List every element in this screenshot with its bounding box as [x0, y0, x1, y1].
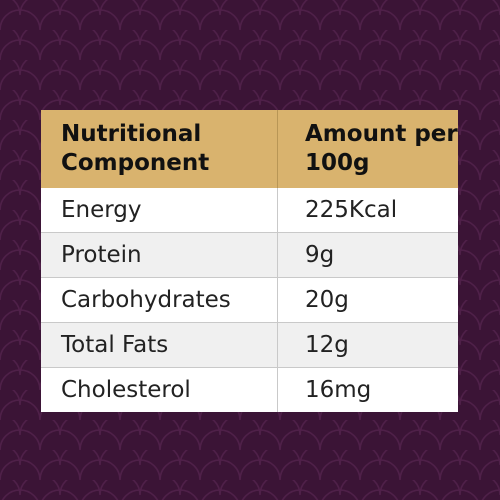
row-amount: 16mg — [277, 367, 458, 412]
table-row: Protein 9g — [41, 232, 458, 278]
header-amount-line2: 100g — [305, 150, 370, 176]
header-row: Nutritional Component Amount per 100g — [41, 110, 458, 188]
row-component: Cholesterol — [41, 367, 278, 412]
header-amount-line1: Amount per — [305, 121, 458, 147]
table-header: Nutritional Component Amount per 100g — [41, 110, 458, 188]
row-amount: 9g — [277, 232, 458, 278]
table-body: Energy 225Kcal Protein 9g Carbohydrates … — [41, 188, 458, 412]
table-row: Energy 225Kcal — [41, 188, 458, 233]
header-component-line2: Component — [61, 150, 210, 176]
row-component: Carbohydrates — [41, 277, 278, 323]
header-component-line1: Nutritional — [61, 121, 202, 147]
row-amount: 20g — [277, 277, 458, 323]
row-component: Protein — [41, 232, 278, 278]
table-row: Cholesterol 16mg — [41, 367, 458, 412]
row-amount: 225Kcal — [277, 188, 458, 233]
nutrition-table: Nutritional Component Amount per 100g En… — [41, 110, 458, 412]
row-amount: 12g — [277, 322, 458, 368]
header-amount-per-100g: Amount per 100g — [277, 110, 458, 188]
table-row: Carbohydrates 20g — [41, 277, 458, 323]
row-component: Energy — [41, 188, 278, 233]
row-component: Total Fats — [41, 322, 278, 368]
header-nutritional-component: Nutritional Component — [41, 110, 278, 188]
table-row: Total Fats 12g — [41, 322, 458, 368]
